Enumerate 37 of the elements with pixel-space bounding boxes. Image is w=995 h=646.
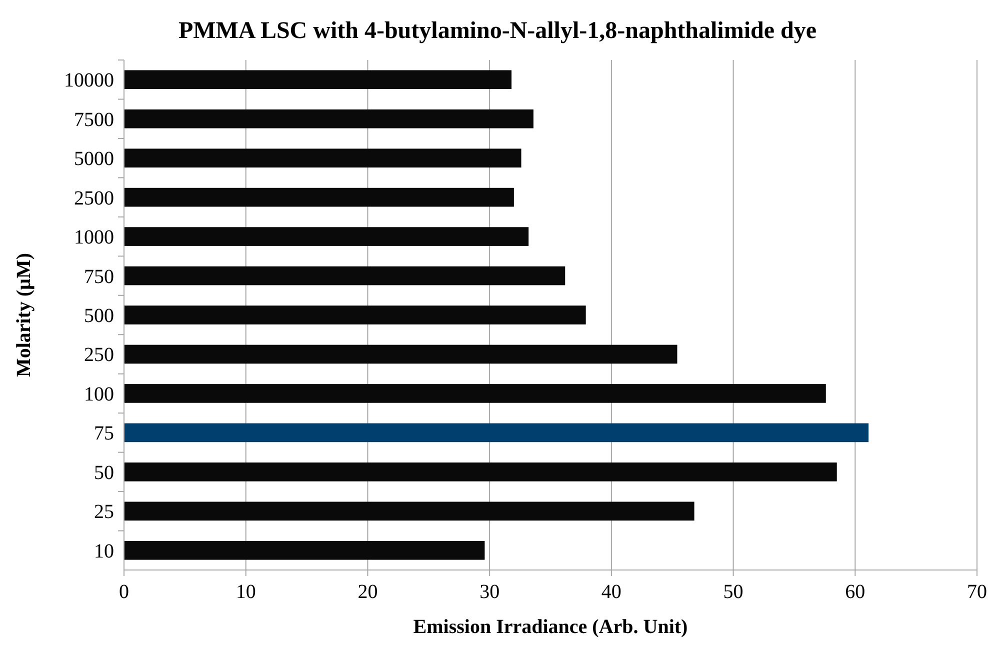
y-tick-label: 5000 xyxy=(74,148,114,170)
bar xyxy=(124,227,529,246)
y-tick-label: 500 xyxy=(84,305,114,327)
x-tick-label: 50 xyxy=(723,581,744,603)
x-tick-label: 30 xyxy=(480,581,500,603)
bar xyxy=(124,70,512,90)
y-tick-label: 75 xyxy=(94,422,114,445)
y-tick-label: 50 xyxy=(94,462,114,484)
y-tick-label: 10 xyxy=(94,540,114,562)
y-tick-label: 250 xyxy=(84,344,114,366)
bar xyxy=(124,540,485,560)
chart-title: PMMA LSC with 4-butylamino-N-allyl-1,8-naphthalimide dye xyxy=(178,18,817,44)
x-tick-label: 20 xyxy=(358,581,378,603)
x-tick-label: 10 xyxy=(236,581,256,603)
x-tick-label: 60 xyxy=(845,581,866,603)
bar xyxy=(124,266,566,286)
y-tick-label: 2500 xyxy=(74,187,114,210)
y-axis-title: Molarity (μM) xyxy=(13,252,35,378)
y-tick-label: 1000 xyxy=(74,226,114,249)
bar xyxy=(124,462,837,482)
y-tick-label: 7500 xyxy=(74,108,114,131)
y-tick-label: 100 xyxy=(84,383,114,406)
bar xyxy=(124,423,869,442)
bar xyxy=(124,188,514,207)
bar xyxy=(124,148,522,168)
bar xyxy=(124,109,534,128)
y-tick-label: 25 xyxy=(94,501,114,524)
y-tick-label: 10000 xyxy=(64,70,114,92)
x-tick-label: 70 xyxy=(967,581,987,603)
bar xyxy=(124,384,826,403)
bar xyxy=(124,502,694,521)
x-tick-label: 40 xyxy=(601,581,622,603)
bar xyxy=(124,306,586,324)
x-tick-label: 0 xyxy=(119,581,129,603)
y-tick-label: 750 xyxy=(84,266,114,288)
bar xyxy=(124,344,678,364)
x-axis-title: Emission Irradiance (Arb. Unit) xyxy=(413,616,688,638)
